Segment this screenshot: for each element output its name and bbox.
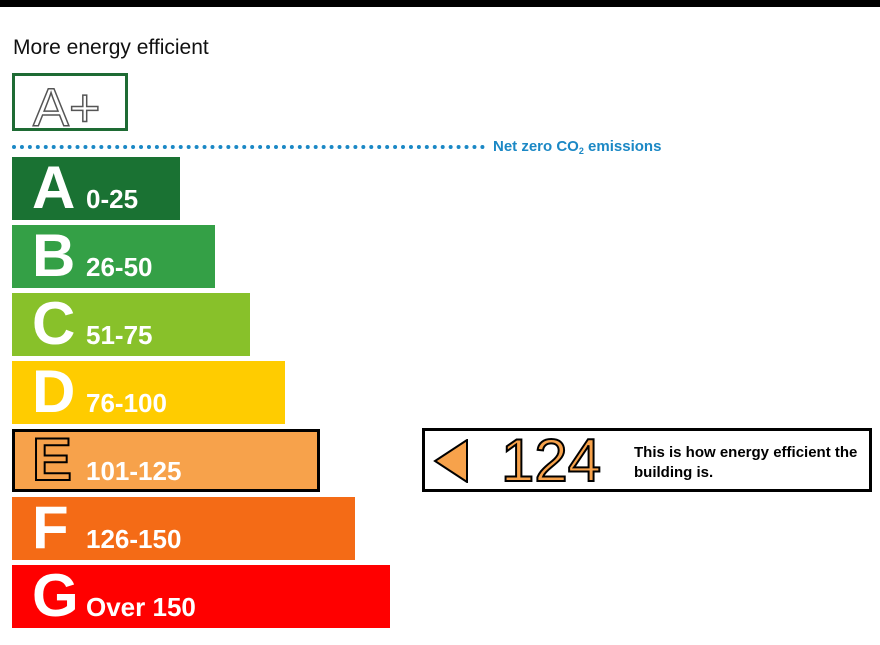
- band-letter: D: [32, 358, 76, 425]
- band-a: A 0-25: [12, 154, 180, 221]
- more-efficient-label: More energy efficient: [13, 36, 209, 59]
- band-c: C 51-75: [12, 290, 250, 357]
- band-letter: A: [32, 154, 76, 221]
- indicator-score: 124: [500, 427, 602, 494]
- band-range: 126-150: [86, 524, 182, 554]
- band-e: E 101-125: [12, 425, 320, 494]
- indicator-text: This is how energy efficient the buildin…: [634, 444, 858, 481]
- aplus-text: A+: [33, 78, 101, 130]
- band-letter: B: [32, 222, 76, 289]
- net-zero-label: Net zero CO2 emissions: [493, 138, 662, 156]
- aplus-logo: A+: [32, 77, 101, 130]
- band-letter: G: [32, 562, 79, 629]
- indicator-arrow-icon: [433, 439, 468, 483]
- band-b: B 26-50: [12, 222, 215, 289]
- band-letter: F: [32, 494, 69, 561]
- band-range: 101-125: [86, 456, 182, 486]
- band-range: 51-75: [86, 320, 153, 350]
- net-zero-line: [12, 145, 485, 149]
- band-letter: C: [32, 290, 76, 357]
- band-d: D 76-100: [12, 358, 285, 425]
- band-range: 0-25: [86, 184, 139, 214]
- aplus-band: A+: [12, 73, 128, 131]
- band-g: G Over 150: [12, 562, 390, 629]
- band-range: 76-100: [86, 388, 167, 418]
- band-range: Over 150: [86, 592, 196, 622]
- rating-indicator: 124 This is how energy efficient the bui…: [422, 427, 872, 494]
- top-border: [0, 0, 880, 7]
- band-letter: E: [31, 425, 73, 494]
- band-range: 26-50: [86, 252, 153, 282]
- band-f: F 126-150: [12, 494, 355, 561]
